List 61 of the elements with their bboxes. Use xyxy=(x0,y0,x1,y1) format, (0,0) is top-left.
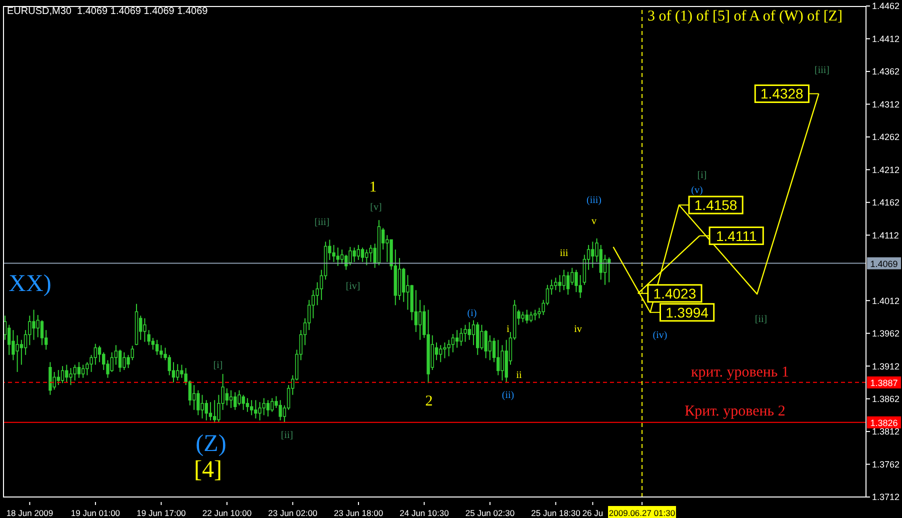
x-tick-label: 24 Jun 10:30 xyxy=(400,508,450,518)
annotation: (ii) xyxy=(502,390,514,401)
y-tick-label: 1.4362 xyxy=(872,66,900,77)
x-tick-label: 19 Jun 17:00 xyxy=(136,508,186,518)
x-tick-label: 2009.06.27 01:30 xyxy=(608,508,676,518)
y-tick-label: 1.4312 xyxy=(872,99,900,110)
ref-line-label: 1.3887 xyxy=(870,378,898,388)
x-tick-label: 18 Jun 2009 xyxy=(6,508,54,518)
x-tick-label: 22 Jun 10:00 xyxy=(202,508,252,518)
x-tick-label: 25 Jun 02:30 xyxy=(465,508,515,518)
annotation: (iii) xyxy=(586,195,602,206)
chart-subtitle: 3 of (1) of [5] of A of (W) of [Z] xyxy=(648,8,842,26)
annotation: [iv] xyxy=(346,281,360,292)
annotation: крит. уровень 1 xyxy=(690,364,790,380)
annotation: v xyxy=(592,216,596,227)
x-tick-label: 23 Jun 02:00 xyxy=(268,508,318,518)
x-tick-label: 25 Jun 18:30 xyxy=(531,508,581,518)
annotation: [i] xyxy=(697,170,707,181)
annotation: [iii] xyxy=(814,65,830,76)
y-tick-label: 1.3762 xyxy=(872,459,900,470)
annotation: 2 xyxy=(425,394,433,410)
data-label: 1.4328 xyxy=(760,86,804,102)
annotation: [i] xyxy=(213,360,223,371)
y-tick-label: 1.3712 xyxy=(872,492,900,502)
ref-line-label: 1.4069 xyxy=(870,258,898,269)
annotation: (iv) xyxy=(652,330,668,341)
data-label: 1.4111 xyxy=(716,228,757,244)
y-tick-label: 1.3862 xyxy=(872,394,900,404)
data-label: 1.4158 xyxy=(694,197,738,214)
y-tick-label: 1.4212 xyxy=(872,164,900,175)
annotation: (v) xyxy=(691,185,703,196)
annotation: iv xyxy=(574,324,582,335)
annotation: Крит. уровень 2 xyxy=(684,404,786,420)
annotation: iii xyxy=(560,248,568,259)
y-tick-label: 1.4462 xyxy=(872,1,900,12)
annotation: i xyxy=(506,324,510,335)
annotation: [4] xyxy=(194,457,222,483)
x-tick-label: 26 Ju xyxy=(582,508,604,518)
annotation: [ii] xyxy=(280,430,294,441)
data-label: 1.4023 xyxy=(653,285,696,302)
y-tick-label: 1.3962 xyxy=(872,328,900,339)
y-tick-label: 1.3912 xyxy=(872,361,900,372)
annotation: 1 xyxy=(369,180,377,196)
y-tick-label: 1.4162 xyxy=(872,198,900,208)
y-tick-label: 1.3812 xyxy=(872,426,900,437)
annotation: (i) xyxy=(467,308,477,319)
annotation: [iii] xyxy=(314,217,330,228)
x-tick-label: 23 Jun 18:00 xyxy=(334,508,384,518)
annotation: ii xyxy=(516,370,522,381)
ref-line-label: 1.3826 xyxy=(870,418,898,428)
annotation: XX) xyxy=(8,271,52,297)
annotation: [ii] xyxy=(754,314,768,325)
data-label: 1.3994 xyxy=(666,304,709,320)
annotation: (Z) xyxy=(196,431,226,457)
annotation: [v] xyxy=(370,202,382,213)
y-tick-label: 1.4012 xyxy=(872,296,900,306)
y-tick-label: 1.4262 xyxy=(872,132,900,142)
chart-title: EURUSD,M30 1.4069 1.4069 1.4069 1.4069 xyxy=(7,6,208,17)
y-tick-label: 1.4112 xyxy=(872,230,899,240)
x-tick-label: 19 Jun 01:00 xyxy=(70,508,120,518)
y-tick-label: 1.4412 xyxy=(872,34,900,44)
